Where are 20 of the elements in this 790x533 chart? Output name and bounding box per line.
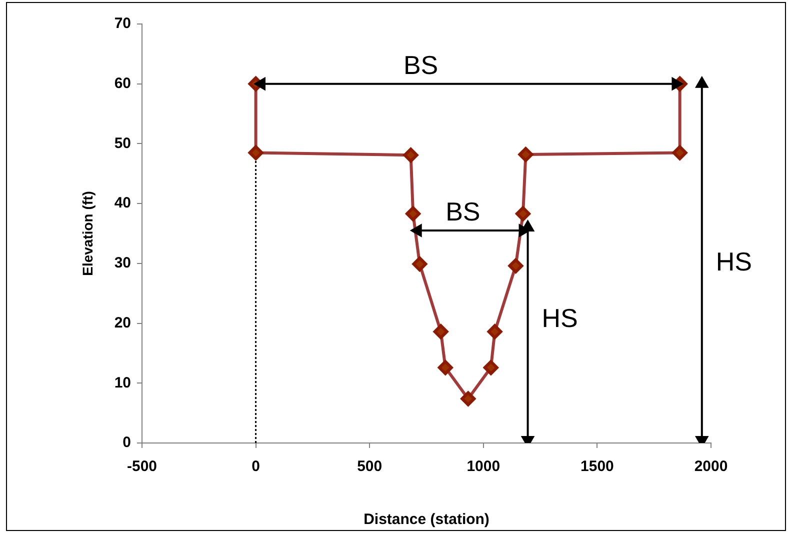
y-tick-label: 10 (114, 374, 131, 392)
x-axis-title: Distance (station) (364, 511, 490, 528)
y-tick-label: 0 (122, 434, 131, 452)
y-tick-label: 40 (114, 194, 131, 212)
x-tick-label: 500 (357, 458, 382, 476)
x-tick-label: 0 (252, 458, 260, 476)
x-tick-label: 1500 (580, 458, 614, 476)
y-tick-label: 20 (114, 314, 131, 332)
y-tick-label: 60 (114, 75, 131, 92)
annotation: BS (403, 50, 438, 80)
y-tick-label: 50 (114, 134, 131, 152)
annotation: BS (446, 196, 480, 227)
y-tick-label: 30 (114, 254, 131, 272)
x-tick-label: 2000 (694, 458, 728, 476)
y-axis-title: Elevation (ft) (79, 191, 96, 276)
x-tick-label: -500 (126, 458, 158, 476)
x-tick-label: 1000 (466, 458, 500, 476)
annotation: HS (542, 302, 578, 333)
y-tick-label: 70 (114, 15, 131, 32)
annotation: HS (716, 246, 752, 277)
